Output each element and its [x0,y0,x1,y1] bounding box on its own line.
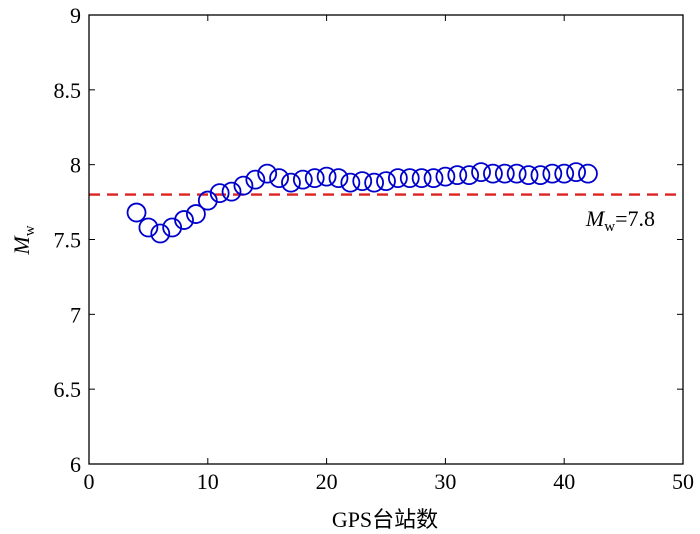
x-axis-label: GPS台站数 [332,507,438,532]
data-point [554,163,575,184]
data-point [316,166,337,187]
data-point [197,190,218,211]
data-point [518,165,539,186]
x-tick-label: 10 [197,469,219,494]
data-point [269,168,289,189]
data-point [352,171,373,192]
y-tick-label: 6.5 [54,377,82,402]
data-point [281,172,301,193]
data-point [257,163,278,184]
data-point [471,162,491,183]
y-axis-label: Mw [9,225,38,255]
x-tick-label: 30 [434,469,456,494]
data-point [423,168,444,189]
data-point [530,165,551,186]
y-tick-label: 7.5 [54,228,82,253]
data-point [126,202,147,223]
y-tick-label: 7 [70,302,81,327]
y-axis-label-main: M [9,235,34,256]
data-point [328,168,349,189]
data-point [387,168,408,189]
reference-line-label-subscript: w [604,219,615,235]
reference-line-label-main: M [585,206,606,231]
data-point [340,172,361,193]
data-point [245,169,266,190]
data-point [364,172,385,193]
data-point [376,171,396,192]
data-point [506,163,527,184]
x-tick-label: 20 [316,469,338,494]
plot-area: 0 10 20 30 40 50 6 6.5 7 7.5 8 8.5 9 [54,3,695,494]
data-point [162,217,183,238]
data-point [459,165,480,186]
axes-frame [88,14,684,465]
y-axis-label-subscript: w [22,225,38,236]
data-point [304,168,325,189]
data-point [233,175,254,196]
data-point [292,169,313,190]
data-point [494,163,515,184]
data-point [435,166,456,187]
data-point [186,204,206,224]
data-point [138,217,159,238]
data-point [150,223,171,244]
data-point [399,168,420,189]
y-tick-label: 6 [70,452,81,477]
x-tick-label: 50 [672,469,694,494]
y-tick-label: 9 [70,3,81,28]
data-point [221,181,242,202]
y-tick-label: 8 [70,153,81,178]
reference-line-label: Mw=7.8 [585,206,655,235]
data-point [174,210,194,230]
data-point [447,165,468,186]
x-tick-label: 0 [84,469,95,494]
data-point [566,162,586,183]
reference-line-label-value: =7.8 [615,206,655,231]
data-point [411,168,432,189]
data-point [483,163,503,184]
x-tick-label: 40 [553,469,575,494]
y-tick-label: 8.5 [54,78,82,103]
data-point [578,163,598,184]
data-point [542,163,563,184]
data-point [209,183,230,204]
